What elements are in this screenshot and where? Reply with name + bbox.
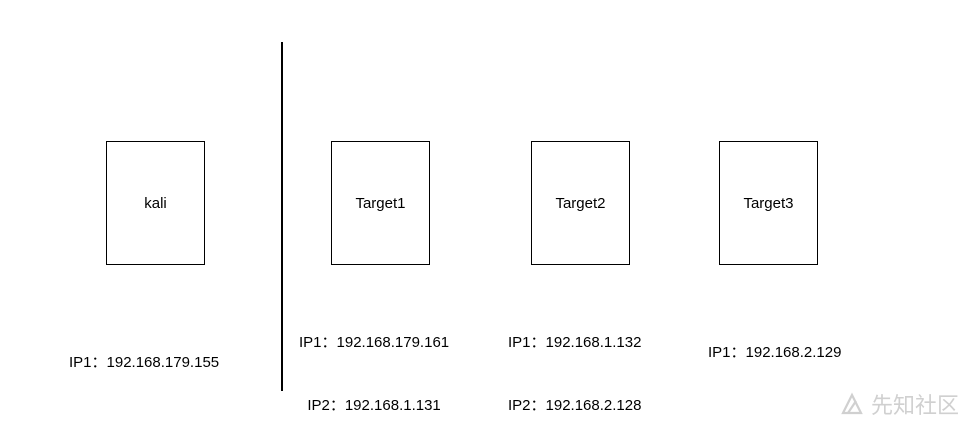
target3-ip-list: IP1：192.168.2.129 bbox=[708, 300, 841, 384]
target2-node-box: Target2 bbox=[531, 141, 630, 265]
target1-ip1: IP1：192.168.179.161 bbox=[299, 334, 450, 351]
target1-ip-list: IP1：192.168.179.161 IP2：192.168.1.131 bbox=[299, 290, 449, 437]
target3-node-label: Target3 bbox=[743, 194, 794, 212]
target1-node-label: Target1 bbox=[355, 194, 406, 212]
target1-ip2: IP2：192.168.1.131 bbox=[307, 397, 441, 414]
kali-node-label: kali bbox=[144, 194, 167, 212]
target3-node-box: Target3 bbox=[719, 141, 818, 265]
target2-ip1: IP1：192.168.1.132 bbox=[508, 334, 642, 351]
watermark: 先知社区 bbox=[839, 388, 959, 420]
target2-ip-list: IP1：192.168.1.132 IP2：192.168.2.128 bbox=[508, 290, 641, 437]
target2-ip2: IP2：192.168.2.128 bbox=[508, 397, 642, 414]
kali-node-box: kali bbox=[106, 141, 205, 265]
network-divider-line bbox=[281, 42, 283, 391]
kali-ip1: IP1：192.168.179.155 bbox=[69, 354, 220, 371]
kali-ip-list: IP1：192.168.179.155 bbox=[69, 310, 219, 394]
watermark-text: 先知社区 bbox=[870, 394, 959, 419]
target2-node-label: Target2 bbox=[555, 194, 606, 212]
target1-node-box: Target1 bbox=[331, 141, 430, 265]
target3-ip1: IP1：192.168.2.129 bbox=[708, 344, 842, 361]
xianzhi-logo-icon bbox=[839, 391, 865, 417]
